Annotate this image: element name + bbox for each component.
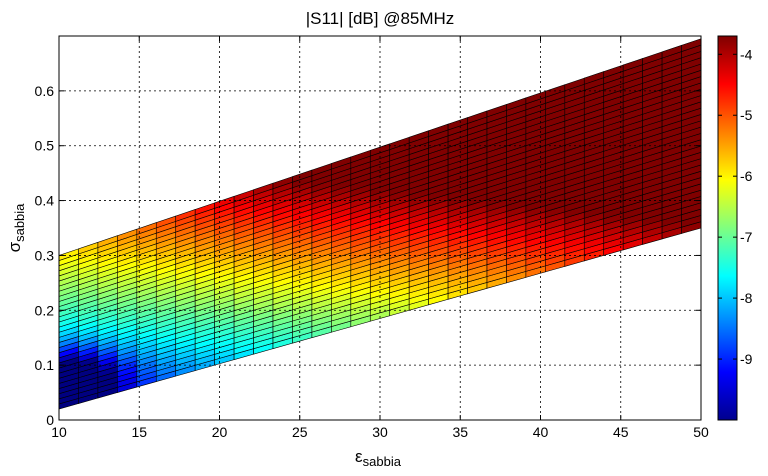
- y-tick-label: 0.3: [35, 247, 55, 263]
- colorbar-tick-label: -5: [740, 107, 753, 123]
- chart-title: |S11| [dB] @85MHz: [306, 9, 455, 28]
- y-tick-label: 0.2: [35, 302, 55, 318]
- x-tick-label: 25: [292, 424, 308, 440]
- x-tick-label: 40: [533, 424, 549, 440]
- x-tick-label: 10: [51, 424, 67, 440]
- y-axis-label-base: σ: [5, 241, 24, 252]
- x-tick-label: 20: [212, 424, 228, 440]
- x-tick-label: 15: [131, 424, 147, 440]
- y-axis-label: σsabbia: [5, 203, 27, 253]
- colorbar-ticks: -9 -8 -7 -6 -5 -4: [718, 46, 753, 367]
- grid-lines: [59, 36, 701, 420]
- x-tick-label: 30: [372, 424, 388, 440]
- colorbar: [717, 35, 738, 421]
- colorbar-tick-label: -4: [740, 46, 753, 62]
- colorbar-tick-label: -9: [740, 351, 753, 367]
- x-axis-label: εsabbia: [355, 447, 402, 469]
- colorbar-tick-label: -6: [740, 168, 753, 184]
- axis-ticks: 10 15 20 25 30 35 40 45 50 0 0.1 0.2 0.3 0.4 0.5 0.6: [35, 36, 709, 440]
- y-tick-label: 0: [46, 412, 54, 428]
- y-tick-label: 0.6: [35, 83, 55, 99]
- x-axis-label-subscript: sabbia: [363, 454, 402, 469]
- plot-area: [58, 38, 702, 410]
- colorbar-tick-label: -8: [740, 290, 753, 306]
- y-tick-label: 0.5: [35, 138, 55, 154]
- x-axis-label-base: ε: [355, 447, 363, 466]
- colorbar-tick-label: -7: [740, 229, 753, 245]
- x-tick-label: 50: [693, 424, 709, 440]
- y-tick-label: 0.1: [35, 357, 55, 373]
- x-tick-label: 35: [452, 424, 468, 440]
- y-tick-label: 0.4: [35, 193, 55, 209]
- x-tick-label: 45: [613, 424, 629, 440]
- y-axis-label-subscript: sabbia: [12, 203, 27, 242]
